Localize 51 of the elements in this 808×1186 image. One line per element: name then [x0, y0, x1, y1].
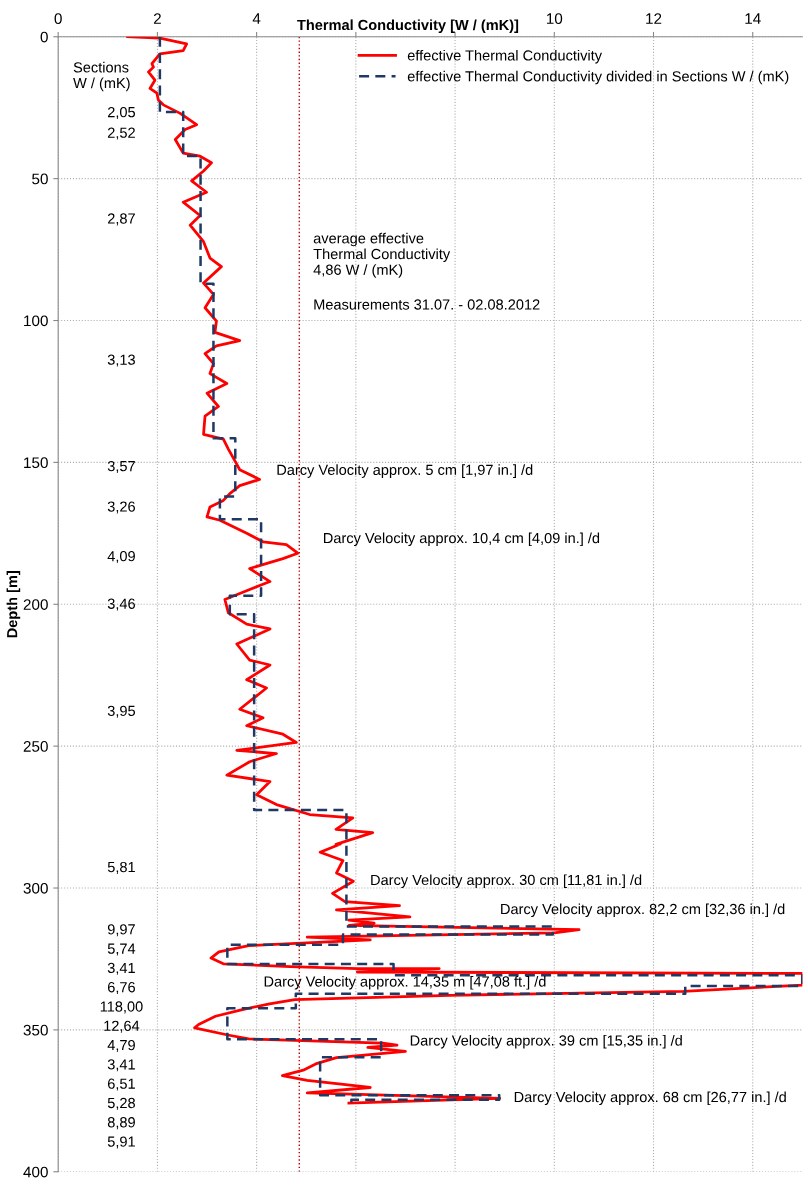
annotation: Darcy Velocity approx. 30 cm [11,81 in.] /d — [371, 874, 642, 888]
y-tick-label: 100 — [24, 315, 48, 327]
annotation: 3,41 — [107, 962, 135, 975]
annotation: 3,95 — [107, 705, 136, 718]
annotation: 3,13 — [107, 354, 135, 367]
x-tick-label: 12 — [646, 13, 662, 24]
annotation: 12,64 — [104, 1020, 140, 1033]
annotation: 6,51 — [107, 1078, 135, 1091]
y-tick-label: 0 — [40, 31, 48, 43]
annotation: Measurements 31.07. - 02.08.2012 — [314, 299, 540, 310]
annotation: 4,09 — [107, 551, 135, 564]
y-tick-label: 400 — [23, 1166, 48, 1178]
legend-label: effective Thermal Conductivity divided in Sections W / (mK) — [407, 70, 789, 85]
annotation: 9,97 — [107, 924, 135, 937]
y-tick-label: 200 — [23, 599, 48, 610]
annotation: 3,41 — [107, 1059, 135, 1072]
annotation: 3,57 — [107, 460, 135, 473]
annotation: Darcy Velocity approx. 68 cm [26,77 in.] /d — [514, 1091, 786, 1106]
annotation: 5,74 — [107, 943, 136, 956]
annotation: 8,89 — [107, 1117, 135, 1130]
annotation: 2,87 — [107, 213, 135, 226]
annotation: 5,28 — [107, 1097, 135, 1110]
annotation: 118,00 — [100, 1001, 143, 1014]
y-tick-label: 350 — [23, 1024, 48, 1036]
annotation: average effective Thermal Conductivity 4,86 W / (mK) — [313, 232, 451, 278]
annotation: 4,79 — [107, 1039, 135, 1052]
annotation: 5,81 — [107, 861, 135, 874]
annotation: Sections W / (mK) — [73, 61, 130, 92]
y-tick-label: 250 — [23, 741, 48, 752]
annotation: 3,46 — [107, 598, 135, 611]
annotation: Darcy Velocity approx. 10,4 cm [4,09 in.] /d — [323, 532, 600, 547]
y-tick-label: 150 — [24, 457, 48, 469]
y-tick-label: 50 — [32, 173, 48, 185]
annotation: 2,05 — [107, 106, 136, 120]
annotation: Darcy Velocity approx. 82,2 cm [32,36 in.] /d — [501, 903, 785, 918]
annotation: 5,91 — [107, 1136, 135, 1149]
x-tick-label: 14 — [745, 13, 761, 24]
y-tick-label: 300 — [23, 882, 48, 894]
annotation: Darcy Velocity approx. 39 cm [15,35 in.] /d — [410, 1034, 682, 1049]
annotation: 2,52 — [107, 127, 135, 140]
y-axis-title: Depth [m] — [6, 571, 21, 638]
x-axis-title: Thermal Conductivity [W / (mK)] — [297, 19, 519, 33]
x-tick-label: 0 — [54, 13, 62, 25]
x-tick-label: 4 — [252, 13, 261, 24]
x-tick-label: 2 — [153, 13, 161, 24]
x-tick-label: 10 — [546, 13, 563, 25]
annotation: 3,26 — [107, 501, 135, 514]
annotation: 6,76 — [107, 982, 135, 995]
annotation: Darcy Velocity approx. 5 cm [1,97 in.] /d — [277, 464, 533, 478]
legend-label: effective Thermal Conductivity — [407, 49, 602, 64]
annotation: Darcy Velocity approx. 14,35 m [47,08 ft.] /d — [264, 975, 546, 990]
